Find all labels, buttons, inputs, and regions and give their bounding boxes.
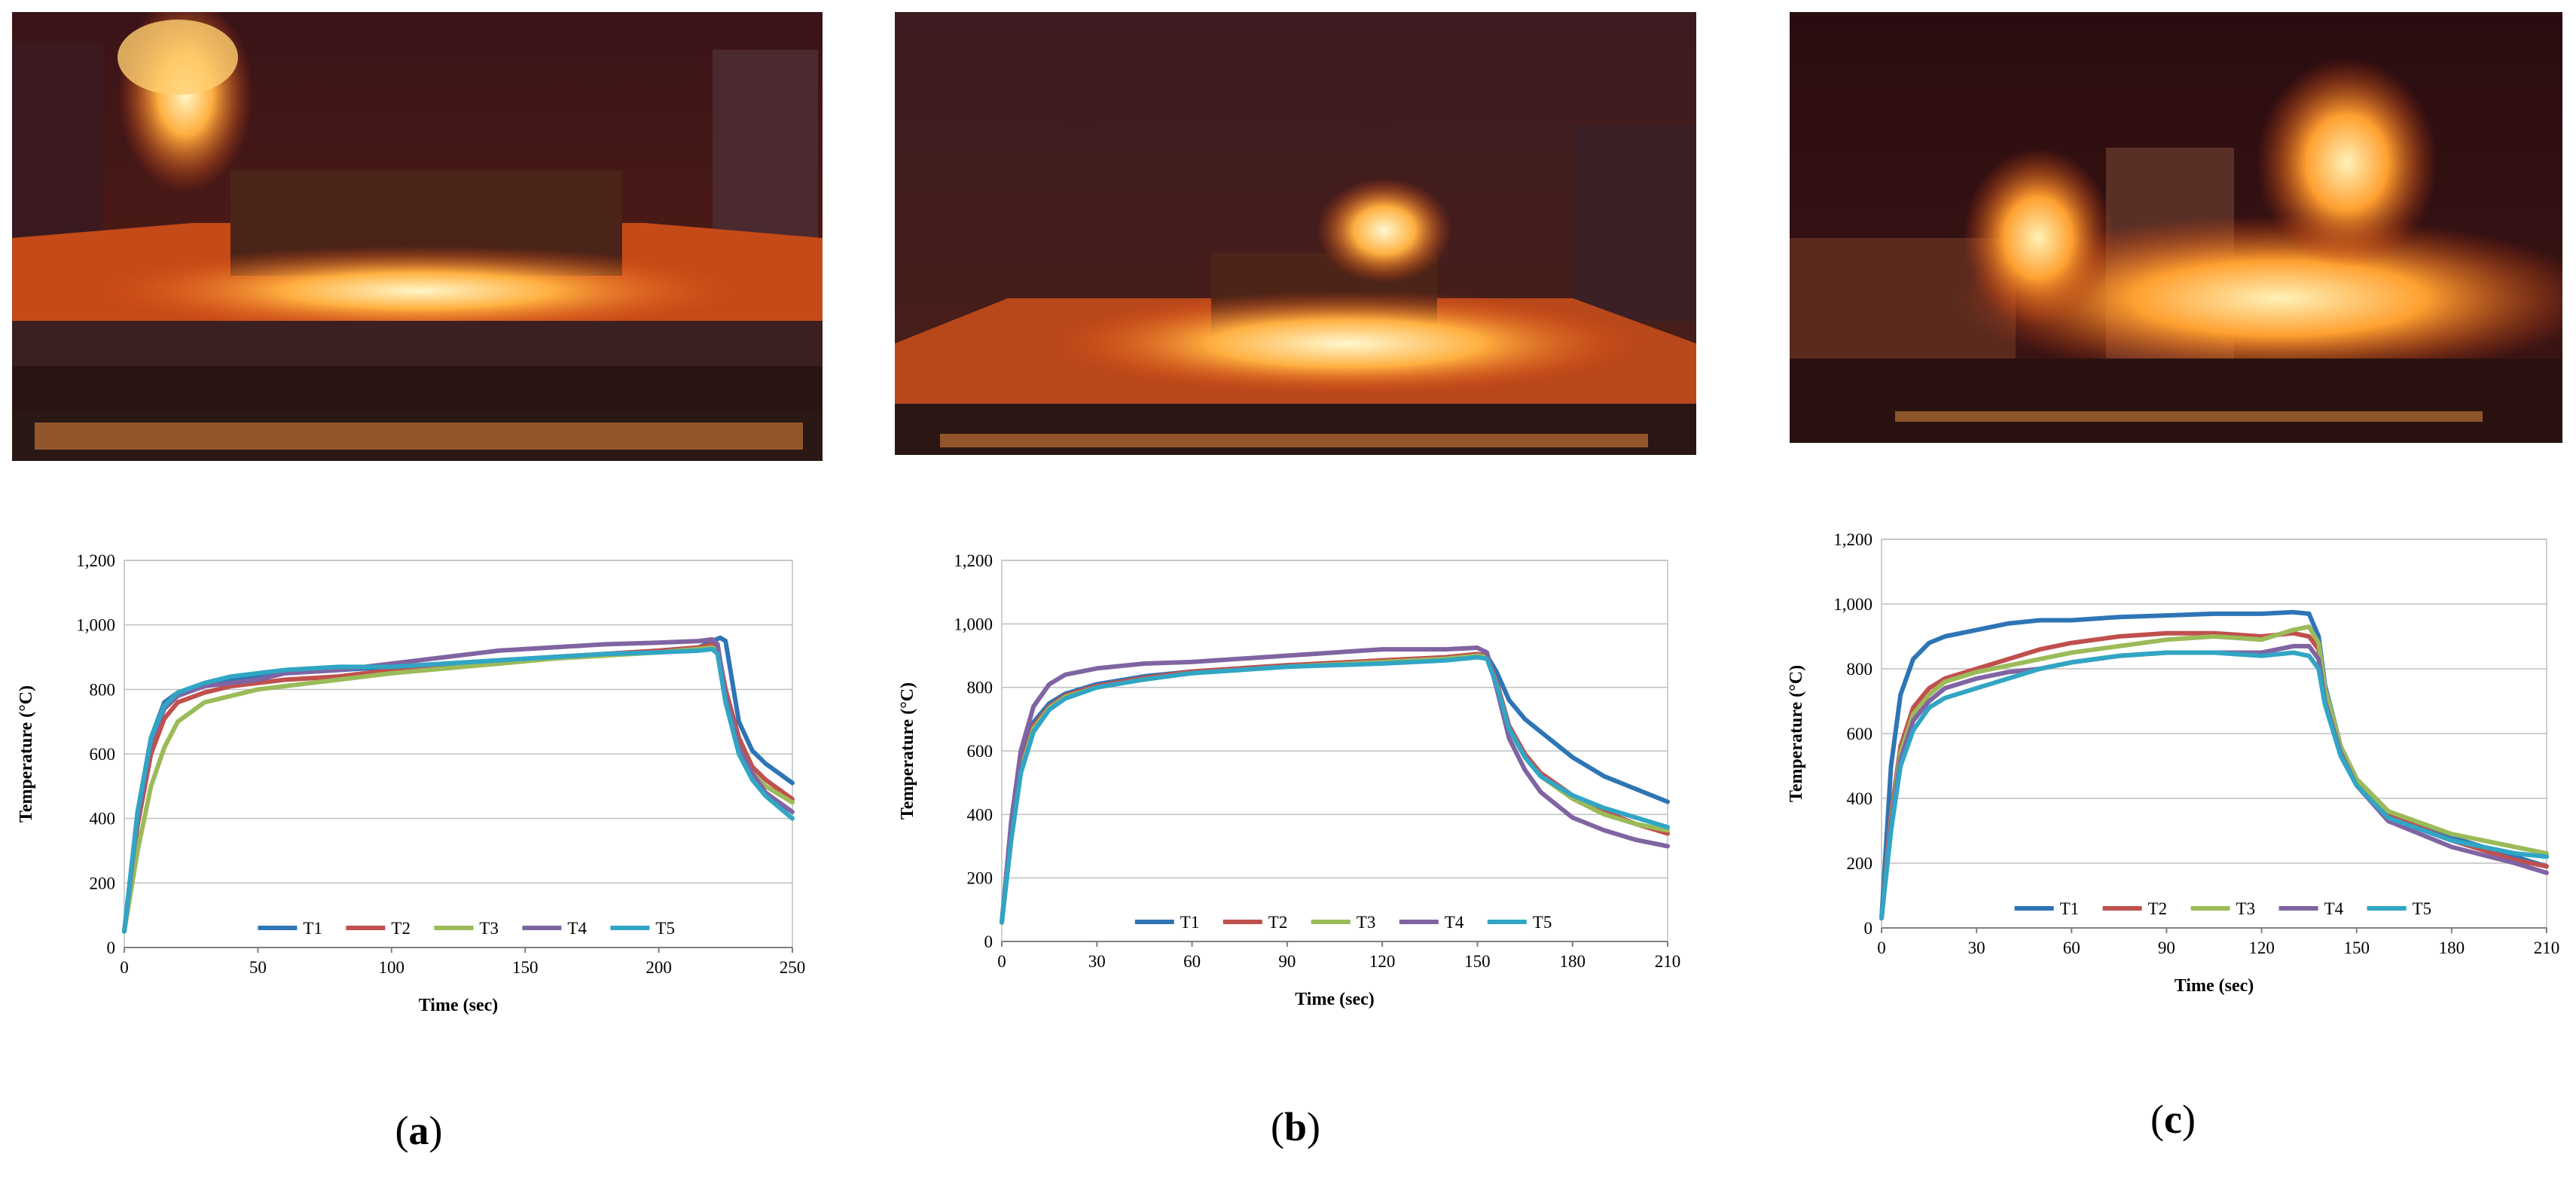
- y-axis-title: Temperature (°C): [898, 682, 917, 819]
- y-tick-label: 0: [984, 932, 993, 951]
- fire-test-photo-a: [12, 12, 823, 461]
- series-line-t4: [122, 636, 795, 934]
- x-tick-label: 0: [120, 958, 129, 977]
- x-tick-label: 180: [2439, 938, 2465, 957]
- x-tick-label: 90: [2158, 938, 2175, 957]
- legend-label-t2: T2: [2148, 899, 2168, 918]
- chart-b-svg: 0 200 400 600 800 1,000 1,200 0 30 60 90 120 150 180 2…: [898, 551, 1681, 1009]
- y-tick-label: 0: [107, 938, 116, 957]
- legend-label-t4: T4: [1445, 913, 1464, 932]
- y-tick-label: 0: [1864, 919, 1873, 938]
- legend-label-t1: T1: [303, 919, 322, 938]
- x-tick-label: 0: [997, 952, 1006, 971]
- legend-label-t5: T5: [1533, 913, 1552, 932]
- x-tick-label: 210: [2534, 938, 2560, 957]
- x-tick-label: 210: [1655, 952, 1681, 971]
- series-line-t2: [1879, 630, 2549, 921]
- y-tick-label: 400: [967, 805, 993, 824]
- x-tick-label: 250: [780, 958, 806, 977]
- legend-label-t2: T2: [1268, 913, 1288, 932]
- y-axis-title: Temperature (°C): [1787, 665, 1806, 802]
- y-tick-label: 200: [1847, 854, 1873, 873]
- caption-b-close: ): [1307, 1104, 1320, 1149]
- caption-c-close: ): [2181, 1097, 2196, 1142]
- series-line-t2: [122, 642, 795, 934]
- y-tick-label: 1,000: [76, 616, 115, 635]
- x-tick-label: 120: [1369, 952, 1396, 971]
- series-line-t1: [1000, 653, 1670, 925]
- caption-b: (b): [1220, 1103, 1371, 1150]
- x-tick-label: 60: [2063, 938, 2080, 957]
- series-line-t5: [122, 646, 795, 934]
- y-tick-label: 1,000: [954, 615, 993, 633]
- y-tick-label: 800: [1847, 660, 1873, 679]
- y-tick-label: 600: [967, 742, 993, 761]
- series-line-t5: [1879, 650, 2549, 921]
- y-tick-label: 400: [90, 810, 116, 828]
- legend-label-t1: T1: [1180, 913, 1200, 932]
- legend-label-t2: T2: [391, 919, 411, 938]
- y-tick-label: 200: [90, 874, 116, 893]
- x-axis-title: Time (sec): [1295, 990, 1375, 1009]
- legend-label-t3: T3: [1357, 913, 1376, 932]
- legend-label-t4: T4: [2324, 899, 2344, 918]
- caption-a: (a): [343, 1107, 494, 1154]
- series-line-t2: [1000, 652, 1670, 925]
- x-tick-label: 30: [1968, 938, 1985, 957]
- x-tick-label: 150: [512, 958, 539, 977]
- x-tick-label: 30: [1088, 952, 1106, 971]
- x-tick-label: 150: [2343, 938, 2370, 957]
- y-tick-label: 1,000: [1833, 595, 1872, 614]
- y-tick-label: 1,200: [1833, 530, 1872, 549]
- legend-label-t4: T4: [567, 919, 587, 938]
- chart-a-svg: 0 200 400 600 800 1,000 1,200 0 50 100 150 200 250 Ti…: [17, 551, 806, 1015]
- x-tick-label: 180: [1559, 952, 1586, 971]
- y-axis-title: Temperature (°C): [17, 685, 36, 822]
- legend-label-t5: T5: [2413, 899, 2432, 918]
- caption-b-open: (: [1270, 1104, 1284, 1149]
- x-tick-label: 100: [379, 958, 405, 977]
- series-line-t4: [1000, 645, 1670, 925]
- chart-c-svg: 0 200 400 600 800 1,000 1,200 0 30 60 90 120 150 180 2…: [1787, 530, 2560, 996]
- y-tick-label: 800: [90, 680, 116, 699]
- legend-label-t5: T5: [655, 919, 675, 938]
- caption-a-letter: a: [408, 1108, 429, 1153]
- series-line-t5: [1000, 655, 1670, 925]
- x-tick-label: 90: [1278, 952, 1296, 971]
- x-tick-label: 50: [249, 958, 267, 977]
- fire-test-photo-b: [895, 12, 1696, 455]
- x-tick-label: 60: [1183, 952, 1201, 971]
- y-tick-label: 200: [967, 869, 993, 888]
- x-tick-label: 200: [646, 958, 672, 977]
- x-tick-label: 0: [1877, 938, 1886, 957]
- y-tick-label: 1,200: [76, 551, 115, 570]
- legend-label-t3: T3: [479, 919, 499, 938]
- series-line-t3: [1000, 653, 1670, 925]
- temperature-chart-b: 0 200 400 600 800 1,000 1,200 0 30 60 90 120 150 180 2…: [881, 542, 1687, 1039]
- fire-test-photo-c: [1790, 12, 2562, 443]
- y-tick-label: 600: [90, 745, 116, 764]
- caption-c: (c): [2098, 1096, 2248, 1143]
- y-tick-label: 1,200: [954, 551, 993, 570]
- caption-c-letter: c: [2164, 1097, 2182, 1142]
- x-tick-label: 150: [1464, 952, 1491, 971]
- y-tick-label: 600: [1847, 725, 1873, 743]
- caption-c-open: (: [2150, 1097, 2165, 1142]
- x-axis-title: Time (sec): [419, 996, 499, 1015]
- temperature-chart-a: 0 200 400 600 800 1,000 1,200 0 50 100 150 200 250 Ti…: [0, 542, 821, 1039]
- caption-a-close: ): [429, 1108, 443, 1153]
- series-line-t1: [1879, 609, 2549, 921]
- caption-b-letter: b: [1283, 1104, 1308, 1149]
- x-tick-label: 120: [2248, 938, 2275, 957]
- caption-a-open: (: [395, 1108, 409, 1153]
- y-tick-label: 800: [967, 679, 993, 697]
- temperature-chart-c: 0 200 400 600 800 1,000 1,200 0 30 60 90 120 150 180 2…: [1770, 520, 2576, 1017]
- legend-label-t3: T3: [2236, 899, 2256, 918]
- y-tick-label: 400: [1847, 789, 1873, 808]
- series-line-t3: [1879, 624, 2549, 921]
- legend-label-t1: T1: [2060, 899, 2080, 918]
- x-axis-title: Time (sec): [2175, 976, 2254, 996]
